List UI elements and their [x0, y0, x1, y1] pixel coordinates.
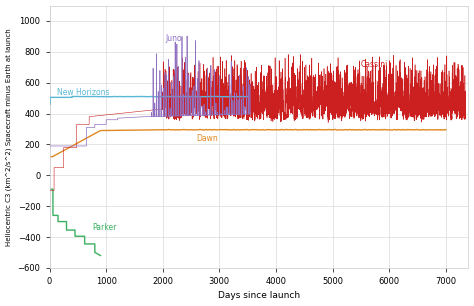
X-axis label: Days since launch: Days since launch [218, 291, 300, 300]
Text: Cassini: Cassini [361, 60, 388, 69]
Text: Parker: Parker [92, 223, 116, 232]
Text: New Horizons: New Horizons [57, 88, 109, 97]
Text: Juno: Juno [165, 34, 182, 43]
Text: Dawn: Dawn [197, 133, 219, 143]
Y-axis label: Heliocentric C3 (km^2/s^2) Spacecraft minus Earth at launch: Heliocentric C3 (km^2/s^2) Spacecraft mi… [6, 28, 12, 246]
